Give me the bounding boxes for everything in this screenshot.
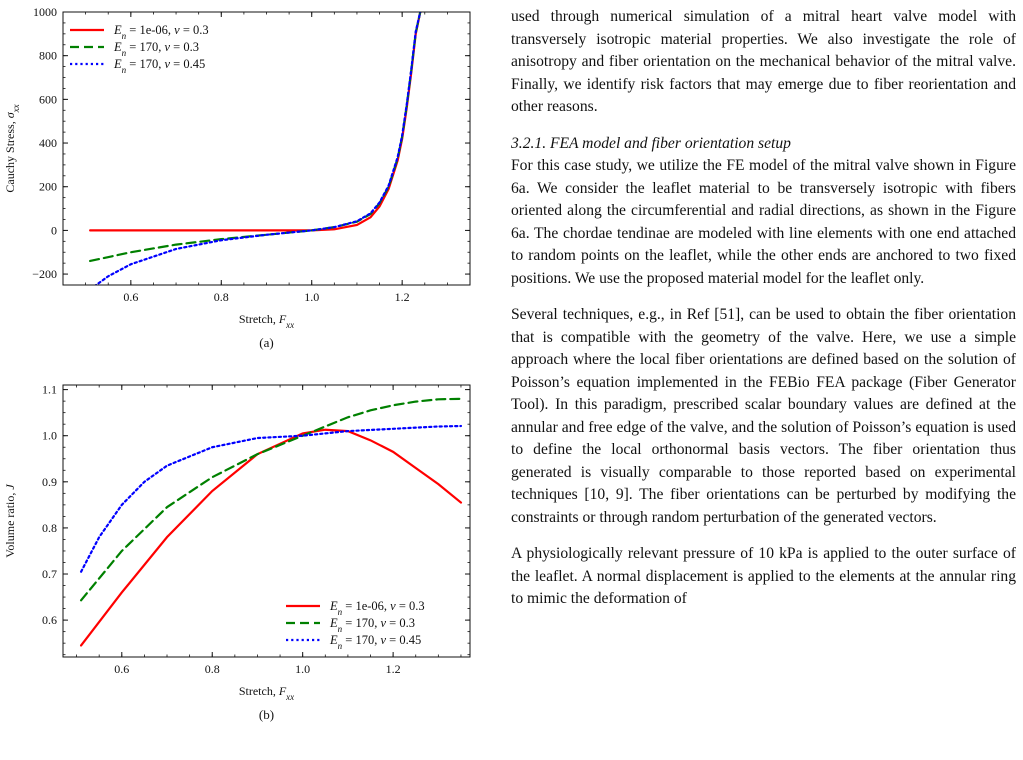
chart-cauchy-stress: 0.6 0.8 1.0 1.2 −200 0 200 400 600 800 1000 Stretch… <box>3 5 471 350</box>
y-tick-label: 0.7 <box>42 567 57 581</box>
x-axis-label: Stretch, Fxx <box>239 312 294 330</box>
series-line-3 <box>94 12 422 285</box>
x-tick-label: 1.2 <box>386 662 401 676</box>
y-axis-label: Volume ratio, J <box>3 484 17 558</box>
y-tick-label: 0 <box>51 223 57 237</box>
series-line-3 <box>79 424 463 573</box>
y-tick-label: 400 <box>39 136 57 150</box>
x-tick-label: 1.2 <box>395 290 410 304</box>
y-axis-label: Cauchy Stress, σxx <box>3 104 21 192</box>
x-tick-label: 0.6 <box>123 290 138 304</box>
y-tick-label: 0.9 <box>42 475 57 489</box>
x-tick-label: 0.6 <box>114 662 129 676</box>
y-tick-label: 200 <box>39 180 57 194</box>
y-tick-label: −200 <box>32 267 57 281</box>
chart-volume-ratio: 0.6 0.8 1.0 1.2 0.6 0.7 0.8 0.9 1.0 1.1 Stretch, F… <box>3 383 471 722</box>
y-tick-label: 1000 <box>33 5 57 19</box>
paragraph-fea-model: For this case study, we utilize the FE m… <box>511 157 1016 287</box>
figure-caption: (b) <box>259 707 274 722</box>
x-axis-label: Stretch, Fxx <box>239 684 294 702</box>
series-line-2 <box>79 397 463 602</box>
paragraph-intro: used through numerical simulation of a m… <box>511 8 1016 115</box>
legend-label-1: En = 1e-06, ν = 0.3 <box>329 599 425 617</box>
paragraph-pressure: A physiologically relevant pressure of 1… <box>511 545 1016 607</box>
x-tick-label: 1.0 <box>295 662 310 676</box>
legend-label-2: En = 170, ν = 0.3 <box>329 616 415 634</box>
section-heading: 3.2.1. FEA model and fiber orientation s… <box>511 134 791 152</box>
legend-label-3: En = 170, ν = 0.45 <box>113 57 205 75</box>
plot-frame <box>62 384 471 658</box>
series-line-1 <box>79 428 463 647</box>
y-tick-label: 1.1 <box>42 383 57 397</box>
y-tick-label: 800 <box>39 49 57 63</box>
legend-label-1: En = 1e-06, ν = 0.3 <box>113 23 209 41</box>
figure-caption: (a) <box>259 335 273 350</box>
y-tick-label: 1.0 <box>42 429 57 443</box>
legend-label-2: En = 170, ν = 0.3 <box>113 40 199 58</box>
y-tick-label: 0.6 <box>42 613 57 627</box>
x-tick-label: 1.0 <box>304 290 319 304</box>
x-tick-label: 0.8 <box>214 290 229 304</box>
legend-label-3: En = 170, ν = 0.45 <box>329 633 421 651</box>
x-tick-label: 0.8 <box>205 662 220 676</box>
y-tick-label: 0.8 <box>42 521 57 535</box>
figure-column: 0.6 0.8 1.0 1.2 −200 0 200 400 600 800 1000 Stretch… <box>0 0 490 760</box>
text-column: used through numerical simulation of a m… <box>511 6 1016 625</box>
paragraph-fiber-orientation: Several techniques, e.g., in Ref [51], c… <box>511 306 1016 526</box>
y-tick-label: 600 <box>39 92 57 106</box>
